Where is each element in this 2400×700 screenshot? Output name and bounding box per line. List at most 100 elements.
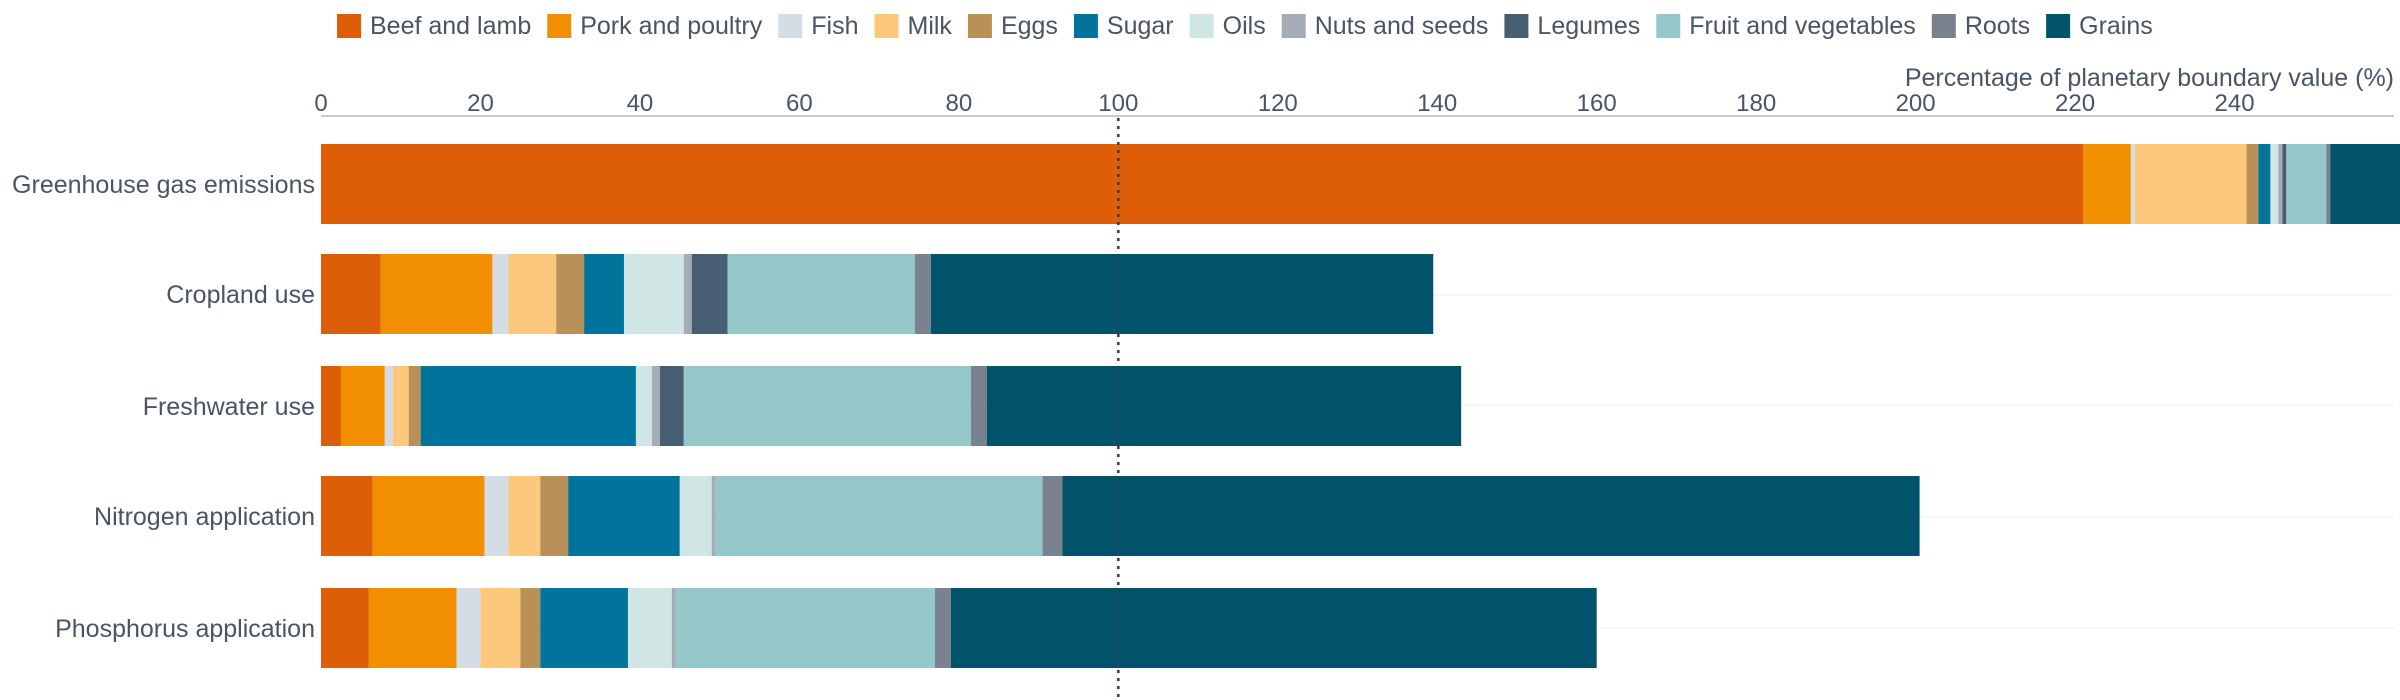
bar-greenhouse-gas-emissions-beef-and-lamb xyxy=(321,144,2084,224)
bar-cropland-use-roots xyxy=(914,254,931,334)
bar-nitrogen-application-fish xyxy=(484,476,509,556)
bar-phosphorus-application-roots xyxy=(934,588,951,668)
bar-cropland-use-milk xyxy=(508,254,557,334)
legend-label-fruit-and-vegetables: Fruit and vegetables xyxy=(1689,12,1916,40)
bar-greenhouse-gas-emissions-roots xyxy=(2326,144,2331,224)
bar-greenhouse-gas-emissions-nuts-and-seeds xyxy=(2278,144,2283,224)
bar-nitrogen-application-nuts-and-seeds xyxy=(711,476,716,556)
legend: Beef and lamb Pork and poultry Fish Milk Egg… xyxy=(337,12,2153,40)
bar-phosphorus-application-fish xyxy=(456,588,481,668)
bar-cropland-use-oils xyxy=(623,254,684,334)
bar-phosphorus-application-grains xyxy=(950,588,1597,668)
gridlines xyxy=(321,294,2394,629)
legend-swatch-eggs xyxy=(967,14,992,38)
legend-swatch-nuts-and-seeds xyxy=(1281,14,1306,38)
x-tick-label-120: 120 xyxy=(1258,90,1298,117)
category-labels: Greenhouse gas emissions Cropland use Fres… xyxy=(12,171,315,643)
bar-nitrogen-application-sugar xyxy=(568,476,680,556)
bar-cropland-use-legumes xyxy=(691,254,728,334)
bar-phosphorus-application-sugar xyxy=(540,588,628,668)
x-tick-label-140: 140 xyxy=(1417,90,1457,117)
legend-label-beef-and-lamb: Beef and lamb xyxy=(370,12,531,40)
legend-label-fish: Fish xyxy=(811,12,858,40)
bar-phosphorus-application-milk xyxy=(480,588,521,668)
bar-phosphorus-application-eggs xyxy=(520,588,541,668)
legend-swatch-oils xyxy=(1189,14,1214,38)
bar-freshwater-use-oils xyxy=(635,366,652,446)
legend-label-legumes: Legumes xyxy=(1537,12,1640,40)
legend-swatch-fish xyxy=(778,14,803,38)
bar-freshwater-use-grains xyxy=(986,366,1462,446)
legend-label-roots: Roots xyxy=(1965,12,2030,40)
x-tick-label-180: 180 xyxy=(1736,90,1776,117)
bar-group-cropland-use xyxy=(321,254,1434,334)
legend-swatch-sugar xyxy=(1073,14,1098,38)
x-tick-label-40: 40 xyxy=(627,90,654,117)
bars xyxy=(321,144,2400,668)
legend-swatch-legumes xyxy=(1504,14,1529,38)
category-label-freshwater-use: Freshwater use xyxy=(143,393,315,421)
legend-label-eggs: Eggs xyxy=(1001,12,1058,40)
bar-phosphorus-application-nuts-and-seeds xyxy=(671,588,676,668)
bar-group-freshwater-use xyxy=(321,366,1462,446)
legend-label-milk: Milk xyxy=(908,12,953,40)
legend-label-grains: Grains xyxy=(2079,12,2153,40)
category-label-nitrogen-application: Nitrogen application xyxy=(94,503,315,531)
x-tick-label-100: 100 xyxy=(1098,90,1138,117)
legend-label-nuts-and-seeds: Nuts and seeds xyxy=(1315,12,1489,40)
bar-greenhouse-gas-emissions-legumes xyxy=(2282,144,2287,224)
x-tick-label-80: 80 xyxy=(945,90,972,117)
x-tick-label-200: 200 xyxy=(1896,90,1936,117)
legend-label-pork-and-poultry: Pork and poultry xyxy=(580,12,763,40)
bar-cropland-use-eggs xyxy=(556,254,585,334)
bar-nitrogen-application-milk xyxy=(508,476,541,556)
legend-swatch-fruit-and-vegetables xyxy=(1656,14,1681,38)
bar-greenhouse-gas-emissions-fruit-and-vegetables xyxy=(2286,144,2327,224)
bar-nitrogen-application-oils xyxy=(679,476,712,556)
bar-cropland-use-beef-and-lamb xyxy=(321,254,381,334)
x-axis-title: Percentage of planetary boundary value (… xyxy=(1905,64,2394,92)
bar-freshwater-use-sugar xyxy=(420,366,636,446)
x-axis: 0 20 40 60 80 100 120 140 160 180 200 220 240 xyxy=(314,90,2394,117)
bar-group-phosphorus-application xyxy=(321,588,1597,668)
bar-phosphorus-application-pork-and-poultry xyxy=(368,588,457,668)
bar-freshwater-use-fish xyxy=(384,366,393,446)
bar-phosphorus-application-beef-and-lamb xyxy=(321,588,369,668)
bar-nitrogen-application-grains xyxy=(1062,476,1920,556)
bar-freshwater-use-pork-and-poultry xyxy=(340,366,385,446)
bar-cropland-use-pork-and-poultry xyxy=(380,254,493,334)
legend-swatch-grains xyxy=(2046,14,2071,38)
bar-cropland-use-fruit-and-vegetables xyxy=(727,254,915,334)
bar-greenhouse-gas-emissions-pork-and-poultry xyxy=(2083,144,2131,224)
bar-freshwater-use-legumes xyxy=(659,366,684,446)
bar-cropland-use-grains xyxy=(930,254,1434,334)
category-label-cropland-use: Cropland use xyxy=(166,281,315,309)
x-tick-label-160: 160 xyxy=(1577,90,1617,117)
bar-greenhouse-gas-emissions-eggs xyxy=(2246,144,2259,224)
bar-freshwater-use-beef-and-lamb xyxy=(321,366,341,446)
legend-label-oils: Oils xyxy=(1223,12,1266,40)
legend-label-sugar: Sugar xyxy=(1107,12,1174,40)
bar-greenhouse-gas-emissions-fish xyxy=(2130,144,2135,224)
bar-freshwater-use-fruit-and-vegetables xyxy=(683,366,971,446)
bar-greenhouse-gas-emissions-sugar xyxy=(2258,144,2271,224)
bar-freshwater-use-milk xyxy=(392,366,409,446)
bar-greenhouse-gas-emissions-grains xyxy=(2330,144,2400,224)
legend-swatch-beef-and-lamb xyxy=(337,14,361,38)
x-tick-label-20: 20 xyxy=(467,90,494,117)
bar-greenhouse-gas-emissions-oils xyxy=(2270,144,2279,224)
bar-nitrogen-application-beef-and-lamb xyxy=(321,476,373,556)
legend-swatch-pork-and-poultry xyxy=(547,14,572,38)
bar-phosphorus-application-fruit-and-vegetables xyxy=(675,588,935,668)
x-tick-label-0: 0 xyxy=(314,90,327,117)
category-label-phosphorus-application: Phosphorus application xyxy=(55,615,315,643)
legend-swatch-milk xyxy=(874,14,899,38)
bar-freshwater-use-eggs xyxy=(408,366,421,446)
bar-cropland-use-nuts-and-seeds xyxy=(683,254,692,334)
bar-nitrogen-application-pork-and-poultry xyxy=(372,476,485,556)
bar-freshwater-use-roots xyxy=(970,366,987,446)
bar-freshwater-use-nuts-and-seeds xyxy=(651,366,660,446)
bar-nitrogen-application-eggs xyxy=(540,476,569,556)
bar-group-nitrogen-application xyxy=(321,476,1920,556)
